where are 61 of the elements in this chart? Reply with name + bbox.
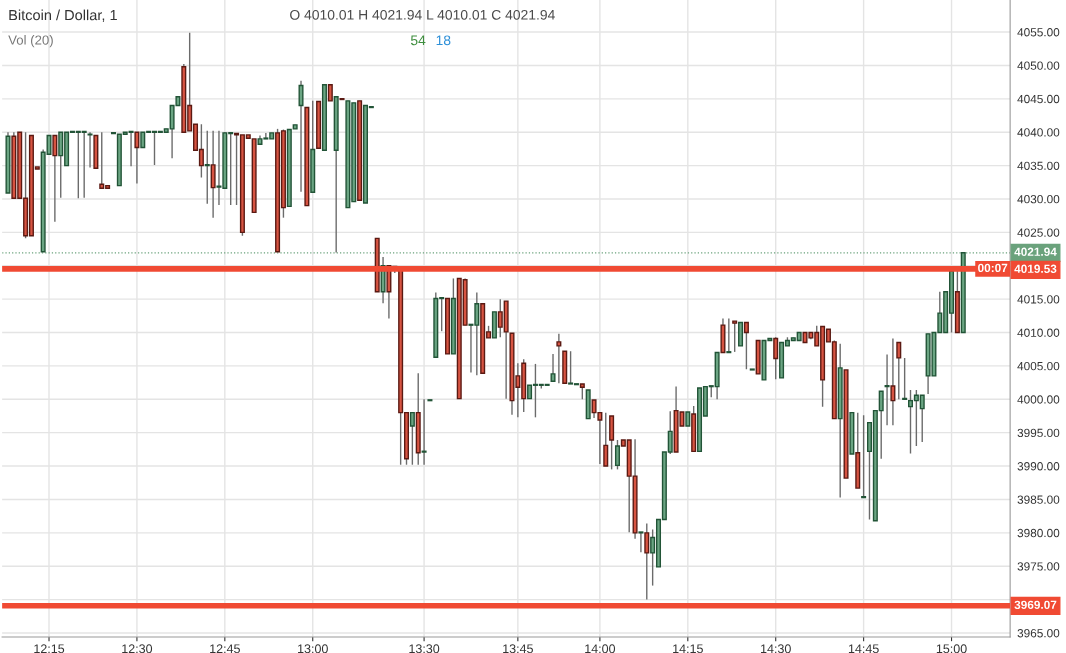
candlestick: [614, 439, 620, 471]
ref-line-label: 4021.94: [1014, 247, 1057, 256]
y-tick-label: 4040.00: [1017, 128, 1060, 137]
y-tick-label: 4010.00: [1017, 328, 1060, 337]
y-tick-label: 4000.00: [1017, 395, 1060, 404]
x-tick-label: 12:15: [34, 644, 65, 653]
y-tick-label: 4025.00: [1017, 228, 1060, 237]
candlestick: [726, 317, 732, 354]
candlestick: [638, 531, 644, 553]
y-tick-label: 4005.00: [1017, 361, 1060, 371]
candlestick: [896, 341, 902, 400]
candlestick: [52, 134, 58, 223]
annotation: O 4010.01 H 4021.94 L 4010.01 C 4021.94: [290, 9, 555, 20]
candlestick: [298, 80, 304, 193]
x-tick-label: 15:00: [936, 644, 967, 653]
y-tick-label: 4015.00: [1017, 295, 1060, 304]
y-tick-label: 3985.00: [1017, 495, 1060, 504]
candlestick: [87, 131, 93, 169]
x-tick-label: 14:30: [761, 644, 791, 653]
y-tick-label: 3980.00: [1017, 528, 1060, 538]
candlestick: [890, 337, 896, 427]
candlestick: [743, 321, 749, 370]
candlestick: [409, 411, 415, 466]
candlestick: [738, 321, 744, 347]
x-tick-label: 13:45: [503, 644, 533, 653]
y-tick-label: 4055.00: [1017, 28, 1060, 37]
y-tick-label: 4035.00: [1017, 161, 1060, 170]
y-tick-label: 4050.00: [1017, 61, 1060, 70]
text: Bitcoin / Dollar, 1: [9, 9, 117, 22]
candlestick: [861, 414, 867, 499]
ref-line-label: 3969.07: [1014, 600, 1057, 609]
candlestick: [421, 398, 427, 466]
candlestick: [134, 131, 140, 185]
x-tick-label: 14:45: [848, 644, 879, 653]
y-tick-label: 3965.00: [1017, 629, 1060, 638]
candlestick: [773, 336, 779, 380]
x-tick-label: 14:15: [673, 644, 703, 653]
ref-line-label: 4019.53: [1014, 264, 1057, 273]
candlestick: [603, 411, 609, 467]
y-tick-label: 3995.00: [1017, 428, 1060, 438]
x-tick-label: 13:30: [409, 644, 440, 653]
candlestick: [902, 357, 908, 400]
y-tick-label: 4030.00: [1017, 195, 1060, 204]
y-tick-label: 3975.00: [1017, 562, 1060, 571]
candlestick: [732, 320, 738, 353]
x-tick-label: 14:00: [585, 644, 616, 653]
y-tick-label: 4045.00: [1017, 94, 1060, 104]
y-tick-label: 3990.00: [1017, 462, 1060, 471]
annotation: 54: [410, 35, 426, 46]
candlestick: [210, 130, 216, 219]
x-tick-label: 12:45: [210, 644, 240, 653]
annotation: 18: [436, 35, 451, 46]
candlestick: [550, 353, 556, 382]
candlestick: [204, 130, 210, 205]
annotation: Vol (20): [8, 35, 53, 48]
candlestick: [644, 522, 650, 601]
text: 00:07: [978, 263, 1008, 273]
x-tick-label: 12:30: [122, 644, 153, 653]
candlestick: [884, 353, 890, 427]
x-tick-label: 13:00: [298, 644, 328, 653]
candlestick: [556, 333, 562, 384]
